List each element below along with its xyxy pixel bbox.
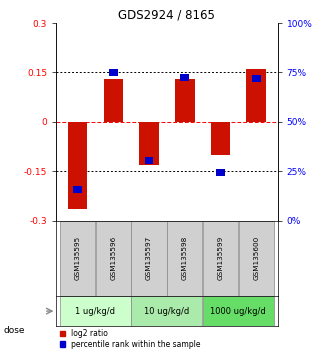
Text: 1 ug/kg/d: 1 ug/kg/d <box>75 307 116 315</box>
Bar <box>60 296 131 326</box>
Bar <box>60 221 95 296</box>
Bar <box>203 296 274 326</box>
Legend: log2 ratio, percentile rank within the sample: log2 ratio, percentile rank within the s… <box>60 329 201 349</box>
Text: GSM135598: GSM135598 <box>182 236 188 280</box>
Bar <box>203 221 238 296</box>
Bar <box>73 185 82 193</box>
Bar <box>167 221 203 296</box>
Bar <box>247 69 266 122</box>
Bar <box>131 221 167 296</box>
Title: GDS2924 / 8165: GDS2924 / 8165 <box>118 9 215 22</box>
Bar <box>103 79 123 122</box>
Bar <box>145 157 153 164</box>
Bar <box>68 122 87 209</box>
Text: GSM135595: GSM135595 <box>74 236 81 280</box>
Text: dose: dose <box>3 326 25 336</box>
Bar <box>239 221 274 296</box>
Text: GSM135599: GSM135599 <box>218 236 223 280</box>
Text: GSM135597: GSM135597 <box>146 236 152 280</box>
Bar <box>109 69 118 76</box>
Bar <box>131 296 203 326</box>
Bar <box>175 79 195 122</box>
Bar <box>180 74 189 81</box>
Bar <box>96 221 131 296</box>
Text: 1000 ug/kg/d: 1000 ug/kg/d <box>211 307 266 315</box>
Bar <box>139 122 159 165</box>
Text: GSM135600: GSM135600 <box>253 236 259 280</box>
Bar <box>252 75 261 82</box>
Bar <box>211 122 230 155</box>
Text: 10 ug/kg/d: 10 ug/kg/d <box>144 307 189 315</box>
Text: GSM135596: GSM135596 <box>110 236 116 280</box>
Bar <box>216 169 225 176</box>
